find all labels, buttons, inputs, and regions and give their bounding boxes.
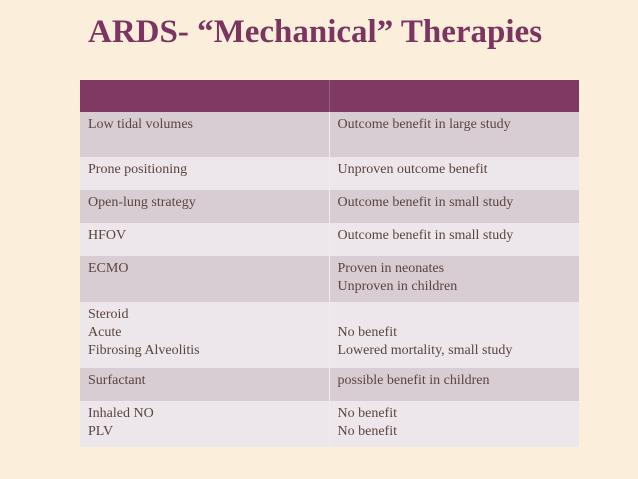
outcome-cell: No benefit Lowered mortality, small stud… xyxy=(329,302,579,368)
table-row: Inhaled NO PLV No benefit No benefit xyxy=(80,401,579,447)
therapy-cell: HFOV xyxy=(80,223,330,256)
table-row: HFOV Outcome benefit in small study xyxy=(80,223,579,256)
therapy-cell: Prone positioning xyxy=(80,157,330,190)
header-cell xyxy=(80,80,330,112)
therapy-cell: Steroid Acute Fibrosing Alveolitis xyxy=(80,302,330,368)
outcome-cell: Proven in neonates Unproven in children xyxy=(329,256,579,302)
therapy-cell: Open-lung strategy xyxy=(80,190,330,223)
table-row: Open-lung strategy Outcome benefit in sma… xyxy=(80,190,579,223)
therapies-table: Low tidal volumes Outcome benefit in larg… xyxy=(80,80,579,447)
slide-title: ARDS- “Mechanical” Therapies xyxy=(88,14,543,50)
table-row: Low tidal volumes Outcome benefit in larg… xyxy=(80,112,579,157)
outcome-cell: Unproven outcome benefit xyxy=(329,157,579,190)
table-row: Surfactant possible benefit in children xyxy=(80,368,579,401)
table-row: ECMO Proven in neonates Unproven in child… xyxy=(80,256,579,302)
outcome-cell: Outcome benefit in large study xyxy=(329,112,579,157)
outcome-cell: Outcome benefit in small study xyxy=(329,190,579,223)
header-cell xyxy=(329,80,579,112)
therapy-cell: Surfactant xyxy=(80,368,330,401)
therapy-cell: ECMO xyxy=(80,256,330,302)
table-header-row xyxy=(80,80,579,112)
therapy-cell: Low tidal volumes xyxy=(80,112,330,157)
outcome-cell: No benefit No benefit xyxy=(329,401,579,447)
outcome-cell: possible benefit in children xyxy=(329,368,579,401)
table-row: Steroid Acute Fibrosing Alveolitis No be… xyxy=(80,302,579,368)
outcome-cell: Outcome benefit in small study xyxy=(329,223,579,256)
therapy-cell: Inhaled NO PLV xyxy=(80,401,330,447)
table-row: Prone positioning Unproven outcome benefi… xyxy=(80,157,579,190)
